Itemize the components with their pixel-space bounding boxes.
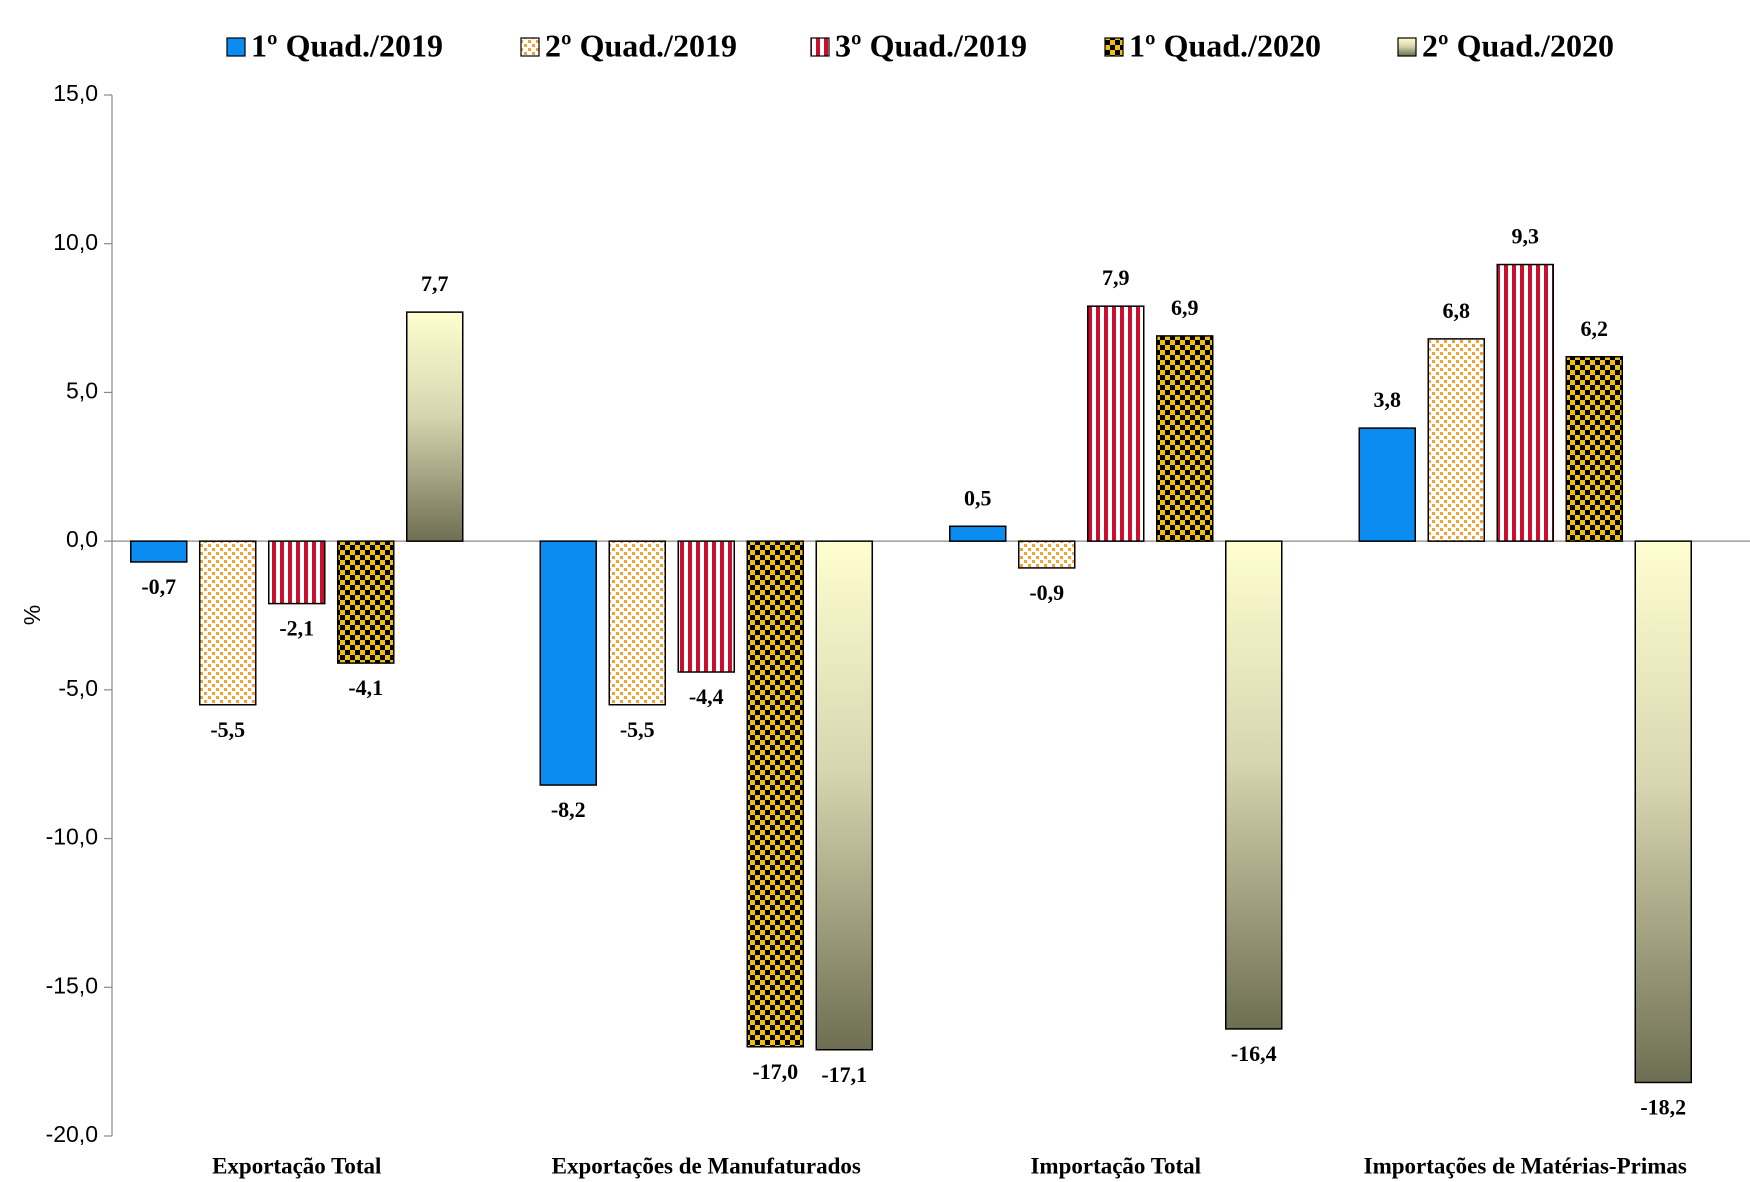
bar — [337, 540, 395, 664]
bar — [949, 525, 1007, 542]
data-label: -16,4 — [1231, 1041, 1277, 1066]
legend-label: 1º Quad./2019 — [251, 27, 443, 63]
data-label: 9,3 — [1512, 224, 1540, 249]
bar — [406, 311, 464, 542]
data-label: -4,1 — [348, 675, 383, 700]
data-label: -8,2 — [551, 797, 586, 822]
y-tick-label: -20,0 — [46, 1121, 98, 1147]
data-label: -2,1 — [279, 616, 314, 641]
x-tick-label: Importações de Matérias-Primas — [1364, 1153, 1687, 1178]
legend-swatch — [810, 37, 830, 57]
data-label: 6,9 — [1171, 295, 1199, 320]
legend-label: 2º Quad./2019 — [545, 27, 737, 63]
bar — [1358, 427, 1416, 542]
data-label: 0,5 — [964, 485, 992, 510]
bar — [1225, 540, 1283, 1030]
y-tick-label: 5,0 — [66, 378, 98, 404]
data-label: -17,0 — [752, 1059, 798, 1084]
data-label: -0,7 — [141, 574, 176, 599]
data-label: 6,8 — [1443, 298, 1471, 323]
data-label: -5,5 — [210, 717, 245, 742]
bar — [1018, 540, 1076, 569]
data-label: 7,9 — [1102, 265, 1130, 290]
bar — [1087, 305, 1145, 542]
bar — [1156, 335, 1214, 542]
y-tick-label: 0,0 — [66, 526, 98, 552]
legend-swatch — [520, 37, 540, 57]
legend-label: 1º Quad./2020 — [1129, 27, 1321, 63]
data-label: -4,4 — [689, 684, 724, 709]
bar — [539, 540, 597, 786]
data-label: 7,7 — [421, 271, 449, 296]
data-label: -5,5 — [620, 717, 655, 742]
legend-swatch — [1104, 37, 1124, 57]
legend-swatch — [1397, 37, 1417, 57]
data-label: 3,8 — [1374, 387, 1402, 412]
bar — [199, 540, 257, 706]
bar — [1634, 540, 1692, 1084]
data-label: -18,2 — [1640, 1095, 1686, 1120]
legend-label: 2º Quad./2020 — [1422, 27, 1614, 63]
x-tick-label: Exportação Total — [212, 1153, 381, 1178]
legend-label: 3º Quad./2019 — [835, 27, 1027, 63]
y-tick-label: 15,0 — [53, 80, 98, 106]
bar — [130, 540, 188, 563]
bar — [268, 540, 326, 605]
bar — [815, 540, 873, 1051]
data-label: -17,1 — [821, 1062, 867, 1087]
x-tick-label: Importação Total — [1030, 1153, 1201, 1178]
y-tick-label: -10,0 — [46, 824, 98, 850]
y-tick-label: -15,0 — [46, 972, 98, 998]
bar — [1496, 263, 1554, 542]
y-tick-label: 10,0 — [53, 229, 98, 255]
y-axis-label: % — [19, 605, 45, 625]
data-label: -0,9 — [1029, 580, 1064, 605]
legend-swatch — [226, 37, 246, 57]
bar — [608, 540, 666, 706]
bar — [1565, 355, 1623, 542]
data-label: 6,2 — [1581, 316, 1609, 341]
bar — [746, 540, 804, 1048]
x-tick-label: Exportações de Manufaturados — [552, 1153, 861, 1178]
bar — [1427, 338, 1485, 542]
y-tick-label: -5,0 — [58, 675, 98, 701]
bar — [677, 540, 735, 673]
